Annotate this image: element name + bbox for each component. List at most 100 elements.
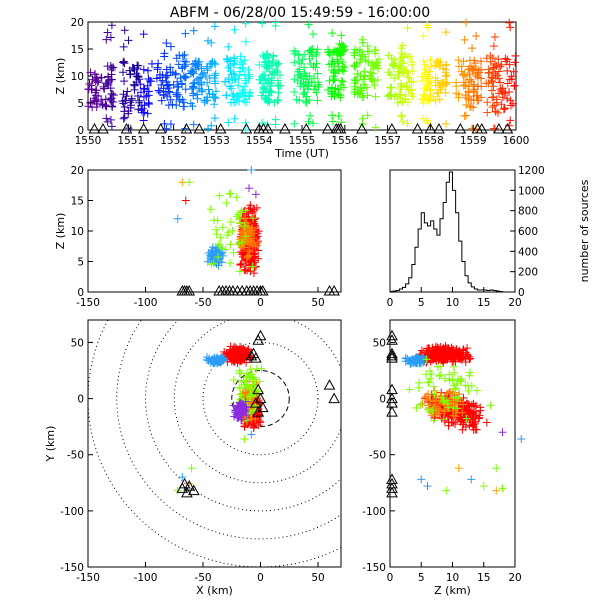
- source-point: [102, 35, 111, 44]
- source-point: [245, 392, 254, 401]
- source-point: [500, 89, 509, 98]
- x-tick-label: 1553: [203, 135, 230, 147]
- source-point: [134, 72, 143, 81]
- source-point: [385, 91, 394, 100]
- source-point: [452, 78, 461, 87]
- source-point: [397, 49, 406, 58]
- source-point: [411, 356, 420, 365]
- source-point: [511, 58, 520, 67]
- source-point: [240, 347, 249, 356]
- range-ring: [202, 341, 319, 456]
- source-point: [130, 65, 139, 74]
- station-marker: [501, 122, 514, 134]
- source-point: [355, 58, 364, 67]
- source-point: [236, 233, 245, 242]
- x-tick-label: -150: [76, 297, 100, 309]
- source-point: [338, 58, 347, 67]
- station-marker: [187, 484, 200, 496]
- source-point: [162, 39, 171, 48]
- source-point: [454, 55, 463, 64]
- source-point: [459, 57, 468, 66]
- source-point: [499, 105, 508, 114]
- source-point: [436, 349, 445, 358]
- source-point: [309, 30, 318, 39]
- station-marker: [323, 379, 336, 390]
- source-point: [476, 65, 485, 74]
- source-point: [274, 88, 283, 97]
- x-tick-label: 1551: [117, 135, 144, 147]
- y-axis-label: Z (km): [54, 58, 67, 95]
- source-point: [212, 230, 221, 239]
- source-point: [139, 108, 148, 117]
- source-point: [399, 53, 408, 62]
- x-tick-label: 5: [418, 297, 425, 309]
- source-point: [178, 63, 187, 72]
- source-point: [517, 435, 526, 444]
- source-point: [224, 63, 233, 72]
- source-point: [178, 80, 187, 89]
- source-point: [260, 94, 269, 103]
- source-point: [217, 244, 226, 253]
- source-point: [431, 96, 440, 105]
- source-point: [398, 68, 407, 77]
- source-point: [224, 228, 233, 237]
- station-marker: [334, 122, 347, 134]
- station-marker: [386, 473, 398, 484]
- source-point: [432, 58, 441, 67]
- source-point: [462, 414, 471, 423]
- source-point: [352, 76, 361, 85]
- source-point: [202, 353, 211, 362]
- source-point: [247, 166, 256, 174]
- x-y-frame: [87, 319, 342, 568]
- source-point: [174, 60, 183, 69]
- source-point: [216, 233, 225, 242]
- source-point: [491, 107, 500, 116]
- station-marker: [252, 383, 265, 395]
- x-tick-label: -100: [134, 297, 158, 309]
- source-point: [442, 71, 451, 80]
- source-point: [290, 119, 299, 128]
- y-tick-label: -100: [60, 506, 84, 518]
- source-point: [419, 32, 428, 41]
- source-point: [211, 87, 220, 96]
- x-tick-label: 10: [446, 297, 459, 309]
- source-point: [275, 71, 284, 80]
- source-point: [226, 218, 235, 227]
- source-point: [226, 67, 235, 76]
- source-point: [464, 65, 473, 74]
- source-point: [107, 21, 116, 30]
- source-point: [367, 75, 376, 84]
- source-point: [483, 98, 492, 107]
- source-point: [166, 42, 175, 51]
- source-point: [299, 90, 308, 99]
- source-point: [290, 75, 299, 84]
- y-tick-label: -100: [362, 506, 386, 518]
- source-point: [425, 407, 434, 416]
- source-point: [431, 81, 440, 90]
- source-point: [433, 88, 442, 97]
- source-point: [267, 76, 276, 85]
- source-point: [106, 33, 115, 42]
- source-point: [260, 84, 269, 93]
- source-point: [426, 374, 435, 383]
- source-point: [505, 18, 514, 27]
- source-point: [241, 232, 250, 241]
- source-point: [461, 78, 470, 87]
- source-point: [466, 409, 475, 418]
- y-tick-label: 0: [77, 287, 84, 299]
- station-marker: [328, 284, 340, 296]
- source-point: [471, 71, 480, 80]
- source-point: [206, 205, 215, 214]
- source-point: [92, 97, 101, 106]
- source-point: [232, 212, 241, 221]
- source-point: [441, 374, 450, 383]
- source-point: [333, 55, 342, 64]
- time-height-panel: 1550 1551 1552 1553 1554 1555 1556 1557 1558 1559…: [54, 17, 529, 160]
- source-point: [224, 118, 233, 127]
- source-point: [359, 75, 368, 84]
- source-point: [464, 82, 473, 91]
- source-point: [424, 96, 433, 105]
- source-point: [163, 81, 172, 90]
- y-tick-label: 10: [71, 71, 84, 83]
- source-point: [119, 42, 128, 51]
